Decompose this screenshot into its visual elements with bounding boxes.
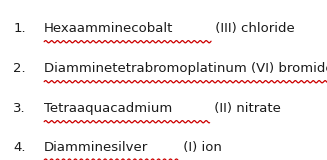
Text: 1.: 1.	[13, 22, 26, 35]
Text: 3.: 3.	[13, 102, 26, 115]
Text: Diamminesilver: Diamminesilver	[44, 141, 148, 154]
Text: (III) chloride: (III) chloride	[211, 22, 295, 35]
Text: (I) ion: (I) ion	[179, 141, 221, 154]
Text: Hexaamminecobalt: Hexaamminecobalt	[44, 22, 174, 35]
Text: (II) nitrate: (II) nitrate	[210, 102, 281, 115]
Text: Tetraaquacadmium: Tetraaquacadmium	[44, 102, 172, 115]
Text: Diamminetetrabromoplatinum (VI) bromide: Diamminetetrabromoplatinum (VI) bromide	[44, 62, 327, 75]
Text: 4.: 4.	[13, 141, 26, 154]
Text: 2.: 2.	[13, 62, 26, 75]
